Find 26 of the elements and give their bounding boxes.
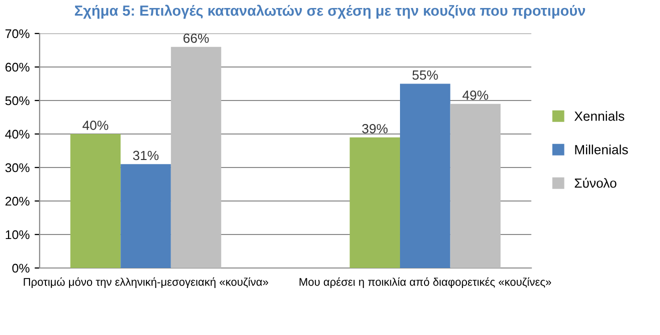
text: 55% bbox=[412, 70, 438, 80]
x-tick-label: Μου αρέσει η ποικιλία από διαφορετικές «κουζίνες» bbox=[300, 277, 552, 288]
text: 49% bbox=[462, 90, 488, 100]
y-tick-label: 30% bbox=[5, 163, 30, 172]
y-tick-label: 50% bbox=[5, 96, 30, 106]
legend-label: Σύνολο bbox=[574, 178, 616, 188]
y-tick-label: 10% bbox=[6, 230, 30, 240]
bar bbox=[70, 134, 121, 268]
x-tick-label: Προτιμώ μόνο την ελληνική-μεσογειακή «κουζίνα» bbox=[24, 277, 268, 288]
text: 66% bbox=[184, 34, 209, 43]
legend-label: Xennials bbox=[574, 111, 624, 121]
text: 40% bbox=[82, 120, 108, 130]
y-tick-label: 60% bbox=[5, 62, 30, 72]
y-tick-label: 70% bbox=[6, 29, 30, 38]
text: 31% bbox=[133, 150, 158, 160]
y-tick-label: 0% bbox=[12, 264, 30, 273]
chart-title: Σχήμα 5: Επιλογές καταναλωτών σε σχέση με την κουζίνα που προτιμούν bbox=[74, 4, 586, 19]
y-tick-label: 40% bbox=[5, 130, 30, 139]
text: 39% bbox=[362, 124, 388, 134]
bar bbox=[400, 84, 450, 268]
bar bbox=[170, 46, 222, 268]
bar bbox=[350, 137, 400, 268]
bar bbox=[120, 164, 171, 268]
legend-label: Millenials bbox=[575, 144, 628, 154]
y-tick-label: 20% bbox=[5, 196, 30, 206]
bar bbox=[450, 104, 501, 268]
